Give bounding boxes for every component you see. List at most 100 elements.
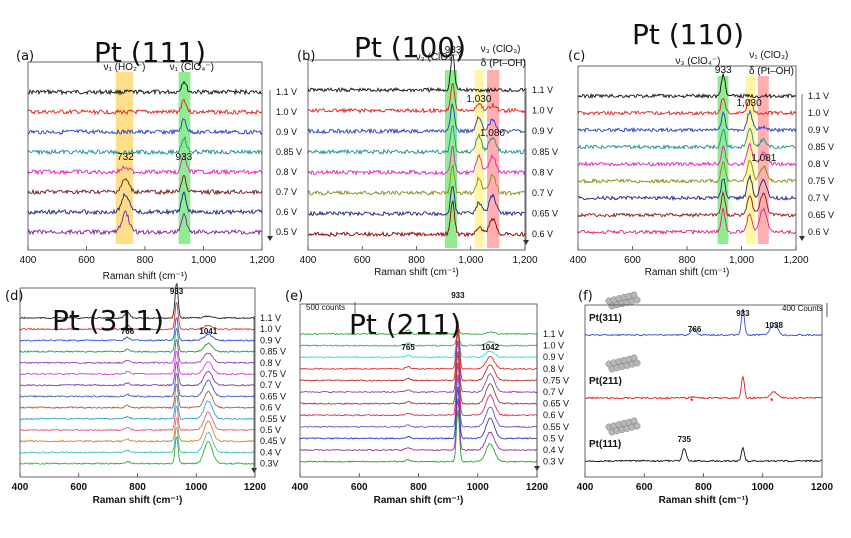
series-label-a-3: 0.85 V (276, 147, 302, 157)
series-line-d-10 (19, 405, 256, 432)
band-b-1 (474, 70, 485, 248)
x-tick-label-a-1: 600 (78, 255, 95, 266)
series-label-d-4: 0.8 V (260, 358, 281, 368)
series-label-d-10: 0.5 V (260, 425, 281, 435)
panel-letter-a: (a) (16, 49, 34, 64)
annotation-c-4: 1,030 (737, 98, 762, 109)
potential-arrow-b (523, 240, 529, 245)
series-label-a-7: 0.5 V (276, 227, 297, 237)
x-tick-label-e-2: 800 (410, 482, 427, 493)
series-line-f-2 (584, 446, 823, 463)
series-line-d-8 (19, 383, 256, 409)
annotation-b-1: 933 (445, 45, 462, 56)
series-line-e-5 (299, 340, 538, 394)
series-line-d-4 (19, 338, 256, 365)
x-tick-label-a-2: 800 (137, 255, 154, 266)
potential-arrow-d (251, 468, 257, 473)
series-line-b-2 (307, 103, 526, 135)
panel-letter-e: (e) (285, 289, 303, 304)
annotation-b-5: 1,080 (480, 128, 505, 139)
series-label-d-0: 1.1 V (260, 313, 281, 323)
panel-letter-d: (d) (5, 289, 23, 304)
series-line-a-7 (27, 210, 263, 236)
annotation-f-5: * (690, 397, 694, 406)
annotation-b-4: 1,030 (466, 94, 491, 105)
scale-label-f: 400 Counts (782, 304, 823, 313)
annotation-c-0: ν₃ (ClO₄⁻) (675, 56, 720, 67)
series-label-e-4: 0.75 V (543, 375, 569, 385)
x-tick-label-e-4: 1200 (526, 482, 549, 493)
series-label-c-0: 1.1 V (808, 91, 829, 101)
series-label-a-4: 0.8 V (276, 167, 297, 177)
annotation-d-1: 766 (121, 327, 135, 336)
series-label-c-4: 0.8 V (808, 159, 829, 169)
atom-f-1-0-5 (630, 354, 638, 362)
series-line-e-2 (299, 328, 538, 359)
panel-letter-b: (b) (297, 49, 315, 64)
series-line-a-6 (27, 191, 263, 216)
band-a-1 (178, 72, 191, 244)
series-line-b-4 (307, 145, 526, 176)
annotation-c-2: ν₁ (ClO₃) (749, 50, 788, 61)
series-line-c-8 (577, 207, 797, 236)
x-tick-label-a-0: 400 (20, 255, 37, 266)
x-tick-label-a-4: 1,200 (249, 255, 274, 266)
annotation-d-0: 933 (170, 287, 184, 296)
series-line-c-5 (577, 159, 797, 184)
series-label-d-9: 0.55 V (260, 414, 286, 424)
series-line-a-2 (27, 118, 263, 136)
series-line-f-0 (584, 308, 823, 337)
series-label-d-3: 0.85 V (260, 347, 286, 357)
series-line-d-11 (19, 417, 256, 443)
x-tick-label-c-2: 800 (679, 255, 696, 266)
x-tick-label-d-1: 600 (70, 482, 87, 493)
series-line-c-1 (577, 98, 797, 116)
potential-arrow-a (267, 236, 273, 241)
x-tick-label-b-3: 1,000 (458, 255, 483, 266)
annotation-f-4: * (770, 397, 774, 406)
series-label-e-3: 0.8 V (543, 364, 564, 374)
series-line-b-6 (307, 186, 526, 217)
atom-f-2-1-5 (633, 422, 641, 430)
series-label-d-6: 0.7 V (260, 380, 281, 390)
x-tick-label-a-3: 1,000 (191, 255, 216, 266)
x-tick-label-d-2: 800 (129, 482, 146, 493)
series-line-c-7 (577, 190, 797, 218)
x-tick-label-b-1: 600 (354, 255, 371, 266)
x-tick-label-e-1: 600 (351, 482, 368, 493)
series-line-c-6 (577, 174, 797, 202)
annotation-f-1: 933 (736, 309, 750, 318)
x-tick-label-d-0: 400 (12, 482, 29, 493)
annotation-b-0: ν₃ (ClO₄⁻) (416, 52, 461, 63)
series-label-d-13: 0.3V (260, 459, 279, 469)
x-tick-label-f-4: 1200 (811, 482, 834, 493)
series-line-b-0 (307, 53, 526, 94)
panel-letter-c: (c) (568, 49, 585, 64)
x-tick-label-b-4: 1,200 (512, 255, 537, 266)
series-line-e-4 (299, 329, 538, 382)
series-line-e-6 (299, 351, 538, 405)
band-c-1 (745, 76, 756, 244)
x-tick-label-e-0: 400 (292, 482, 309, 493)
series-label-c-1: 1.0 V (808, 108, 829, 118)
annotation-c-1: 933 (715, 65, 732, 76)
atom-f-1-1-5 (633, 359, 641, 367)
series-label-a-1: 1.0 V (276, 107, 297, 117)
annotation-b-2: ν₃ (ClO₃) (481, 44, 521, 55)
x-axis-label-b: Raman shift (cm⁻¹) (374, 267, 459, 278)
series-line-d-2 (19, 316, 256, 342)
series-line-e-11 (299, 410, 538, 463)
potential-arrow-c (799, 236, 805, 241)
series-label-c-2: 0.9 V (808, 125, 829, 135)
annotation-a-0: ν₁ (HO₂⁻) (104, 62, 146, 73)
series-line-e-7 (299, 362, 538, 417)
series-label-c-7: 0.65 V (808, 210, 834, 220)
series-label-d-1: 1.0 V (260, 324, 281, 334)
x-tick-label-d-4: 1200 (244, 482, 267, 493)
annotation-e-0: 933 (451, 291, 465, 300)
series-label-d-11: 0.45 V (260, 436, 286, 446)
series-line-a-1 (27, 98, 263, 116)
series-label-d-5: 0.75 V (260, 369, 286, 379)
series-label-e-2: 0.9 V (543, 352, 564, 362)
